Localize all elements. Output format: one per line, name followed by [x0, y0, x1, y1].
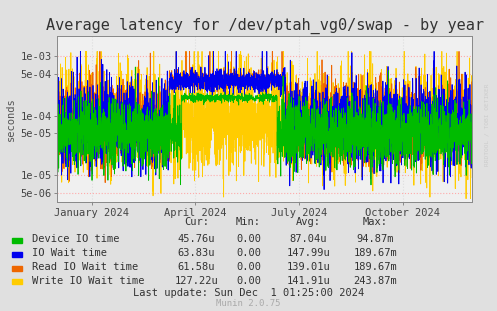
Text: 147.99u: 147.99u	[286, 248, 330, 258]
Text: 127.22u: 127.22u	[174, 276, 218, 285]
Text: 189.67m: 189.67m	[353, 262, 397, 272]
Text: Avg:: Avg:	[296, 217, 321, 227]
Text: Munin 2.0.75: Munin 2.0.75	[216, 299, 281, 308]
Text: 141.91u: 141.91u	[286, 276, 330, 285]
Text: Min:: Min:	[236, 217, 261, 227]
Text: Cur:: Cur:	[184, 217, 209, 227]
Title: Average latency for /dev/ptah_vg0/swap - by year: Average latency for /dev/ptah_vg0/swap -…	[46, 18, 484, 35]
Y-axis label: seconds: seconds	[6, 97, 16, 141]
Text: Max:: Max:	[363, 217, 388, 227]
Text: RRDTOOL / TOBI OETIKER: RRDTOOL / TOBI OETIKER	[485, 83, 490, 166]
Text: 0.00: 0.00	[236, 262, 261, 272]
Text: 61.58u: 61.58u	[177, 262, 215, 272]
Text: IO Wait time: IO Wait time	[32, 248, 107, 258]
Text: Device IO time: Device IO time	[32, 234, 120, 244]
Text: 139.01u: 139.01u	[286, 262, 330, 272]
Text: Last update: Sun Dec  1 01:25:00 2024: Last update: Sun Dec 1 01:25:00 2024	[133, 288, 364, 298]
Text: Read IO Wait time: Read IO Wait time	[32, 262, 139, 272]
Text: 0.00: 0.00	[236, 234, 261, 244]
Text: 63.83u: 63.83u	[177, 248, 215, 258]
Text: 0.00: 0.00	[236, 248, 261, 258]
Text: 189.67m: 189.67m	[353, 248, 397, 258]
Text: 243.87m: 243.87m	[353, 276, 397, 285]
Text: 94.87m: 94.87m	[356, 234, 394, 244]
Text: 0.00: 0.00	[236, 276, 261, 285]
Text: 87.04u: 87.04u	[289, 234, 327, 244]
Text: 45.76u: 45.76u	[177, 234, 215, 244]
Text: Write IO Wait time: Write IO Wait time	[32, 276, 145, 285]
